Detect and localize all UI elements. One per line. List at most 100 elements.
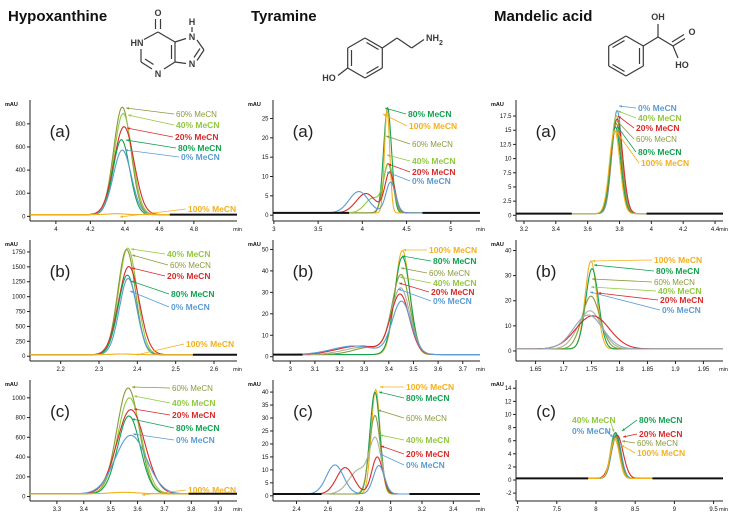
x-tick-label: 3.3 bbox=[360, 367, 369, 373]
series-label: 80% MeCN bbox=[171, 289, 214, 299]
x-tick-label: 1.9 bbox=[671, 367, 680, 373]
label-arrow bbox=[597, 292, 659, 301]
atom-label: N bbox=[155, 69, 162, 79]
chromatogram-plot: 0 250 500 750 1000 1250 1500 1750 mAU 2.2 2.3 2.4 2.… bbox=[5, 240, 242, 373]
label-arrowhead bbox=[134, 408, 138, 411]
x-tick-label: 1.65 bbox=[530, 367, 542, 373]
chromatogram-mandelic-b: 0 10 20 30 40 mAU 1.65 1.7 1.75 1.8 1.85 1.9 1.95 min… bbox=[486, 235, 729, 375]
x-tick-label: 3.3 bbox=[53, 507, 62, 513]
series-label: 20% MeCN bbox=[406, 449, 449, 459]
y-axis-unit: mAU bbox=[5, 242, 18, 248]
x-tick-label: 3.5 bbox=[314, 227, 323, 233]
label-arrowhead bbox=[142, 493, 146, 496]
chromatogram-plot: 0 5 10 15 20 25 mAU 3 3.5 4 4.5 5 min 80% MeCN 100% Me… bbox=[248, 100, 485, 233]
panel-letter: (c) bbox=[50, 402, 70, 421]
label-arrow bbox=[397, 288, 432, 302]
x-axis-unit: min bbox=[719, 227, 728, 233]
series-label: 40% MeCN bbox=[638, 113, 681, 123]
series-label: 80% MeCN bbox=[408, 109, 451, 119]
y-tick-label: 5 bbox=[508, 185, 512, 191]
series-label: 0% MeCN bbox=[412, 176, 451, 186]
y-tick-label: 500 bbox=[15, 324, 26, 330]
label-arrowhead bbox=[132, 418, 136, 421]
y-tick-label: 4 bbox=[508, 452, 512, 458]
label-arrowhead bbox=[132, 267, 136, 270]
series-label: 0% MeCN bbox=[572, 426, 611, 436]
compound-title: Mandelic acid bbox=[494, 8, 593, 25]
y-axis-unit: mAU bbox=[491, 102, 504, 108]
chromatogram-hypoxanthine-a: 0 200 400 600 800 mAU 4 4.2 4.4 4.6 4.8 min 60% MeCN… bbox=[0, 95, 243, 235]
x-tick-label: 3.6 bbox=[434, 367, 443, 373]
atom-label: HN bbox=[131, 38, 144, 48]
panel-letter: (a) bbox=[293, 122, 314, 141]
x-tick-label: 3.6 bbox=[133, 507, 142, 513]
x-tick-label: 3.2 bbox=[520, 227, 529, 233]
y-tick-label: 40 bbox=[262, 269, 269, 275]
label-arrowhead bbox=[598, 292, 602, 295]
x-axis-unit: min bbox=[233, 367, 242, 373]
x-tick-label: 3.5 bbox=[409, 367, 418, 373]
panel-letter: (b) bbox=[50, 262, 71, 281]
x-tick-label: 2.8 bbox=[355, 507, 364, 513]
label-arrowhead bbox=[619, 105, 623, 108]
chromatogram-mandelic-c: -2 0 2 4 6 8 10 12 14 mAU 7 7.5 8 8.5 9 9.5 min 40% MeCN 0… bbox=[486, 375, 729, 515]
series-label: 60% MeCN bbox=[406, 414, 447, 423]
label-arrowhead bbox=[590, 291, 594, 294]
label-arrowhead bbox=[617, 121, 620, 124]
y-tick-label: 800 bbox=[15, 416, 26, 422]
label-arrow bbox=[386, 171, 411, 182]
label-arrow bbox=[141, 489, 187, 496]
panel-letter: (a) bbox=[536, 122, 557, 141]
y-tick-label: 800 bbox=[15, 122, 26, 128]
series-label: 20% MeCN bbox=[431, 287, 474, 297]
y-tick-label: 1000 bbox=[12, 295, 26, 301]
panel-letter: (b) bbox=[293, 262, 314, 281]
x-tick-label: 1.8 bbox=[615, 367, 624, 373]
label-arrowhead bbox=[398, 288, 402, 292]
y-axis-unit: mAU bbox=[5, 102, 18, 108]
series-label: 80% MeCN bbox=[656, 266, 699, 276]
y-tick-label: 1250 bbox=[12, 280, 26, 286]
x-tick-label: 2.6 bbox=[324, 507, 333, 513]
y-tick-label: 15 bbox=[262, 455, 269, 461]
series-label: 100% MeCN bbox=[186, 339, 234, 349]
series-label: 60% MeCN bbox=[429, 269, 470, 278]
label-arrowhead bbox=[622, 440, 626, 443]
label-arrowhead bbox=[591, 285, 595, 289]
y-tick-label: 30 bbox=[262, 416, 269, 422]
atom-label: OH bbox=[651, 12, 665, 22]
label-arrowhead bbox=[130, 290, 134, 294]
label-arrowhead bbox=[386, 135, 390, 139]
x-tick-label: 1.95 bbox=[698, 367, 710, 373]
atom-label-subscript: 2 bbox=[439, 40, 443, 47]
label-arrow bbox=[387, 163, 411, 173]
y-tick-label: 1500 bbox=[12, 265, 26, 271]
y-tick-label: 10 bbox=[505, 412, 512, 418]
y-tick-label: 0 bbox=[265, 355, 269, 361]
trace-20-MeCN bbox=[273, 456, 480, 495]
x-tick-label: 1.7 bbox=[559, 367, 568, 373]
series-label: 0% MeCN bbox=[433, 296, 472, 306]
series-label: 60% MeCN bbox=[637, 439, 678, 448]
y-tick-label: 400 bbox=[15, 168, 26, 174]
label-arrowhead bbox=[380, 434, 384, 437]
panel-letter: (c) bbox=[536, 402, 556, 421]
y-tick-label: 0 bbox=[508, 478, 512, 484]
label-arrowhead bbox=[609, 434, 613, 437]
series-label: 100% MeCN bbox=[409, 121, 457, 131]
label-arrowhead bbox=[402, 255, 406, 258]
label-arrow bbox=[385, 135, 411, 145]
label-arrowhead bbox=[622, 428, 626, 431]
y-tick-label: 20 bbox=[262, 442, 269, 448]
chromatogram-tyramine-a: 0 5 10 15 20 25 mAU 3 3.5 4 4.5 5 min 80% MeCN 100% Me… bbox=[243, 95, 486, 235]
label-arrowhead bbox=[120, 215, 124, 218]
series-label: 80% MeCN bbox=[176, 423, 219, 433]
label-arrowhead bbox=[400, 276, 404, 279]
label-arrowhead bbox=[617, 126, 620, 130]
label-arrow bbox=[125, 107, 175, 115]
atom-label: HO bbox=[675, 60, 689, 70]
series-label: 100% MeCN bbox=[641, 158, 689, 168]
y-tick-label: 12 bbox=[505, 399, 512, 405]
